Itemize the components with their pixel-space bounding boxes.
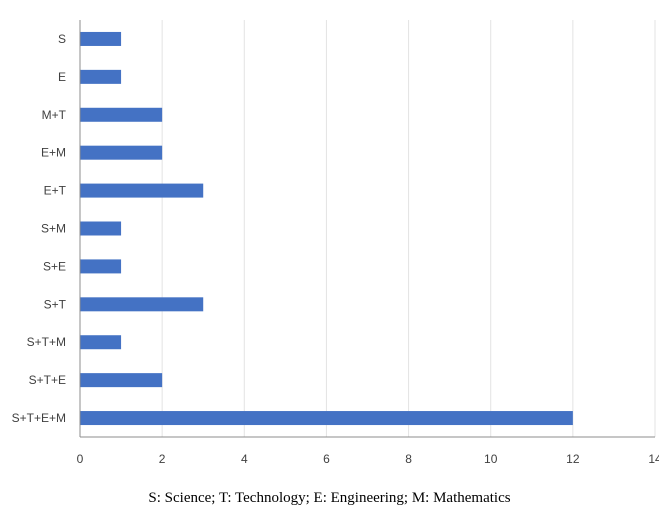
bar-s-t-e-m [80, 411, 573, 426]
category-label-s-m: S+M [41, 222, 66, 236]
category-label-s-t-m: S+T+M [27, 335, 66, 349]
x-tick-label-4: 4 [241, 452, 248, 466]
x-tick-label-8: 8 [405, 452, 412, 466]
bar-e-m [80, 145, 163, 160]
x-tick-label-10: 10 [484, 452, 498, 466]
x-tick-label-0: 0 [77, 452, 84, 466]
bar-s [80, 31, 122, 46]
category-label-s-t-e-m: S+T+E+M [12, 411, 66, 425]
bar-s-t [80, 297, 204, 312]
bar-e-t [80, 183, 204, 198]
labels-layer: S E M+T E+M E+T S+M S+E S+T S+T+M S+T+E S+T+E+M 0 2 4… [12, 32, 659, 466]
bar-e [80, 69, 122, 84]
chart-caption: S: Science; T: Technology; E: Engineerin… [148, 490, 511, 506]
x-tick-label-6: 6 [323, 452, 330, 466]
category-label-s: S [58, 32, 66, 46]
bar-s-t-m [80, 335, 122, 350]
grid-layer [161, 20, 656, 437]
bar-s-m [80, 221, 122, 236]
category-label-e-t: E+T [44, 184, 67, 198]
category-label-s-e: S+E [43, 259, 66, 273]
bar-s-t-e [80, 373, 163, 388]
bar-m-t [80, 107, 163, 122]
category-label-s-t: S+T [44, 297, 67, 311]
bars-layer [80, 31, 573, 426]
x-tick-label-14: 14 [648, 452, 659, 466]
axis-layer [79, 20, 655, 438]
category-label-e-m: E+M [41, 146, 66, 160]
x-tick-label-2: 2 [159, 452, 166, 466]
x-tick-label-12: 12 [566, 452, 580, 466]
category-label-s-t-e: S+T+E [29, 373, 66, 387]
category-label-e: E [58, 70, 66, 84]
category-label-m-t: M+T [42, 108, 67, 122]
bar-s-e [80, 259, 122, 274]
